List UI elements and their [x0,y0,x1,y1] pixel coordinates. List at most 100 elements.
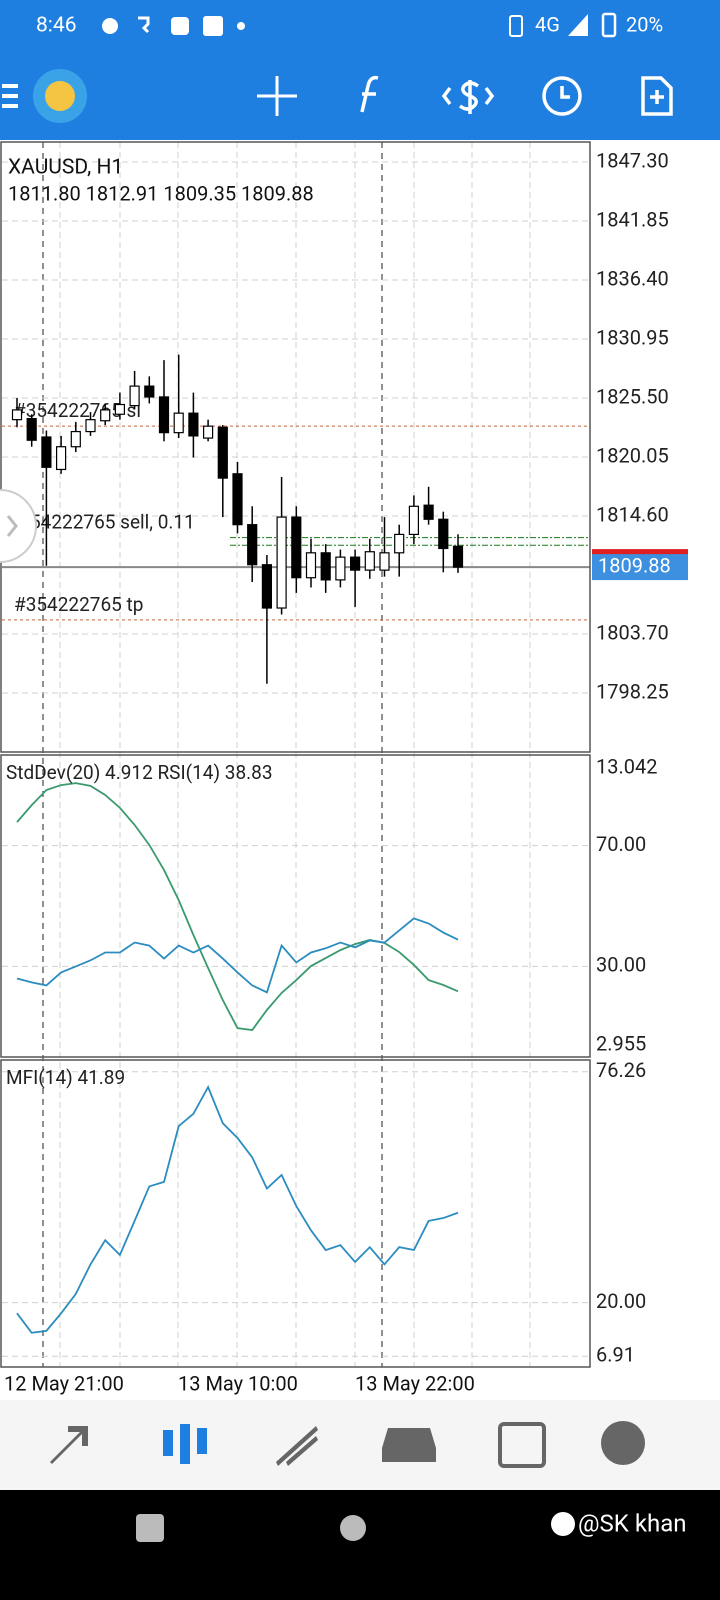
candle-body [305,552,317,579]
chart-frame [0,141,591,1368]
candle-body [26,417,37,441]
candle-body [41,436,52,468]
candle-body [408,505,419,536]
candle-body [320,552,331,581]
quotes-tab[interactable] [50,1426,88,1464]
side-handle[interactable] [0,489,37,563]
y-tick-label: 20.00 [596,1289,646,1313]
candle-body [203,425,214,439]
y-tick-label: 1847.30 [596,148,669,172]
candle-body [144,385,155,398]
candle-body [423,504,434,520]
time-label: 13 May 10:00 [178,1371,298,1395]
history-tab[interactable] [382,1428,436,1462]
chart-area [0,140,720,1400]
chart-tab[interactable] [163,1424,207,1464]
y-tick-label: 1820.05 [596,443,669,467]
mfi-pane [0,1059,591,1368]
call-icon [138,16,150,34]
battery: 20% [626,12,663,36]
hd-icon [171,17,189,35]
mfi-line [16,1085,459,1334]
menu-button[interactable] [2,84,18,108]
crosshair-button[interactable] [257,76,297,116]
rsi-pane [0,754,591,1058]
rsi-line [16,917,459,994]
top-bar [0,0,720,140]
candle-body [232,473,243,526]
price-tag [592,554,688,581]
ask-marker [592,549,688,556]
clock-hands [560,86,570,99]
trade-button[interactable] [441,80,495,114]
candle-body [217,426,228,479]
candle-body [129,385,140,407]
candle-body [335,556,346,581]
candle-body [350,556,361,571]
timeframe-button[interactable] [542,76,582,116]
price-pane [0,141,591,753]
app-logo-core [45,81,75,111]
watermark: @SK khan [578,1509,687,1537]
facebook-icon [551,1512,575,1536]
candle-body [158,396,170,434]
candle-body [70,430,81,448]
new-order-button[interactable] [641,76,673,116]
y-tick-label: 1798.25 [596,679,669,703]
y-tick-label: 2.955 [596,1031,646,1055]
home-button[interactable] [340,1515,366,1541]
time-label: 12 May 21:00 [4,1371,124,1395]
y-tick-label: 1825.50 [596,384,669,408]
y-tick-label: 1841.85 [596,207,669,231]
bottom-nav [0,1400,720,1490]
notification-icon [203,16,223,36]
order-label: #354222765 tp [14,593,143,616]
y-tick-label: 70.00 [596,832,646,856]
indicator-label: StdDev(20) 4.912 RSI(14) 38.83 [6,761,273,784]
mfi-label: MFI(14) 41.89 [6,1066,125,1089]
candle-body [11,409,23,421]
candle-body [114,403,126,415]
candle-body [291,516,302,579]
price-tag-label: 1809.88 [598,553,671,577]
network: 4G [535,12,560,36]
y-tick-label: 13.042 [596,754,657,778]
y-tick-label: 30.00 [596,953,646,977]
candle-body [85,419,96,433]
settings-icon [102,18,118,34]
dot-icon [237,22,245,30]
y-tick-label: 6.91 [596,1343,635,1367]
candle-body [55,446,67,471]
order-label: 54222765 sell, 0.11 [30,511,195,534]
candle-body [379,552,390,571]
candle-body [261,564,272,609]
system-nav [0,1490,720,1600]
vibrate-icon [509,15,523,37]
candle-body [394,533,405,554]
y-tick-label: 1830.95 [596,325,669,349]
candle-body [276,516,287,609]
candle-body [247,524,258,566]
signal-icon [568,14,588,36]
ohlc: 1811.80 1812.91 1809.35 1809.88 [8,181,314,205]
chart: 1847.30 1841.85 1836.40 1830.95 1825.50 1820.… [2,142,688,1367]
candle-body [188,412,199,437]
candle-body [438,518,449,550]
y-tick-label: 76.26 [596,1058,646,1082]
y-tick-label: 1803.70 [596,620,669,644]
chat-tab[interactable] [601,1421,645,1465]
symbol: XAUUSD, H1 [8,156,123,180]
y-tick-label: 1814.60 [596,502,669,526]
trade-tab[interactable] [276,1426,318,1466]
clock: 8:46 [36,14,77,38]
candle-body [173,412,184,434]
nav-icons [50,1421,645,1468]
indicators-button[interactable] [360,75,379,113]
news-tab[interactable] [498,1422,546,1468]
side-handle-arrow [6,515,18,537]
time-label: 13 May 22:00 [355,1371,475,1395]
candle-body [100,409,111,422]
y-tick-label: 1836.40 [596,266,669,290]
recents-button[interactable] [136,1514,164,1542]
